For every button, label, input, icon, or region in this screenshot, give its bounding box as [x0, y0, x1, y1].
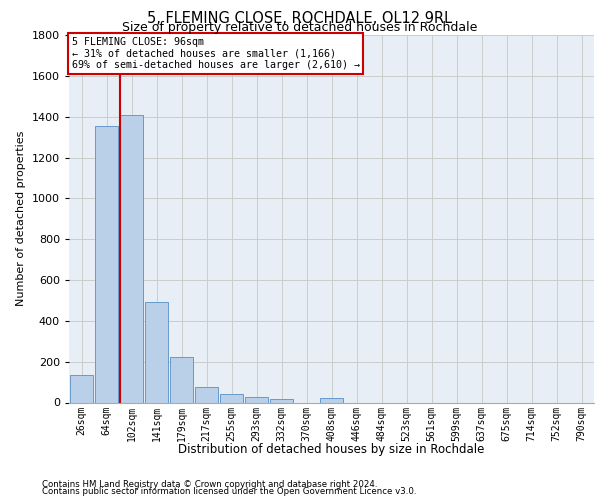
- Bar: [70, 375, 93, 402]
- Bar: [270, 400, 293, 402]
- Y-axis label: Number of detached properties: Number of detached properties: [16, 131, 26, 306]
- Bar: [95, 126, 118, 402]
- Bar: [145, 302, 168, 402]
- Bar: [220, 394, 243, 402]
- X-axis label: Distribution of detached houses by size in Rochdale: Distribution of detached houses by size …: [178, 444, 485, 456]
- Bar: [120, 114, 143, 403]
- Bar: [195, 387, 218, 402]
- Bar: [170, 356, 193, 403]
- Text: 5, FLEMING CLOSE, ROCHDALE, OL12 9RL: 5, FLEMING CLOSE, ROCHDALE, OL12 9RL: [148, 11, 452, 26]
- Bar: [320, 398, 343, 402]
- Text: 5 FLEMING CLOSE: 96sqm
← 31% of detached houses are smaller (1,166)
69% of semi-: 5 FLEMING CLOSE: 96sqm ← 31% of detached…: [71, 37, 359, 70]
- Text: Contains HM Land Registry data © Crown copyright and database right 2024.: Contains HM Land Registry data © Crown c…: [42, 480, 377, 489]
- Text: Size of property relative to detached houses in Rochdale: Size of property relative to detached ho…: [122, 22, 478, 35]
- Text: Contains public sector information licensed under the Open Government Licence v3: Contains public sector information licen…: [42, 488, 416, 496]
- Bar: [245, 397, 268, 402]
